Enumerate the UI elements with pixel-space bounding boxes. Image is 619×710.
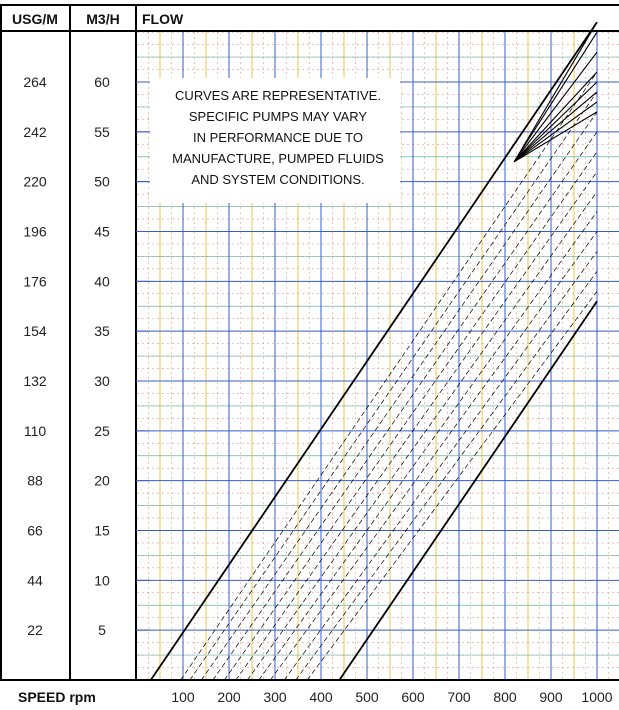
y-tick-usg: 110 (24, 423, 47, 439)
note-line-4: MANUFACTURE, PUMPED FLUIDS (172, 151, 384, 166)
series-line-3 (189, 91, 598, 681)
y-tick-usg: 264 (23, 74, 47, 90)
y-tick-usg: 22 (27, 622, 43, 638)
y-tick-m3h: 10 (94, 572, 110, 588)
note-line-2: SPECIFIC PUMPS MAY VARY (189, 109, 368, 124)
x-tick: 100 (171, 689, 195, 705)
x-tick: 800 (493, 689, 517, 705)
fan-line-7 (513, 101, 598, 163)
fan-line-6 (513, 91, 598, 163)
y-tick-m3h: 45 (94, 224, 110, 240)
y-tick-usg: 66 (27, 523, 43, 539)
y-tick-m3h: 40 (94, 273, 110, 289)
y-tick-m3h: 30 (94, 373, 110, 389)
y-tick-usg: 176 (23, 273, 47, 289)
series-line-8 (247, 191, 598, 681)
x-tick: 200 (217, 689, 241, 705)
series-line-13 (306, 291, 598, 681)
note-line-3: IN PERFORMANCE DUE TO (193, 130, 363, 145)
header-m3h: M3/H (86, 11, 119, 27)
note-box (150, 78, 400, 203)
y-tick-m3h: 20 (94, 473, 110, 489)
note-line-1: CURVES ARE REPRESENTATIVE. (175, 88, 381, 103)
x-tick: 1000 (581, 689, 612, 705)
series-line-14 (338, 300, 598, 681)
y-tick-m3h: 60 (94, 74, 110, 90)
header-usg: USG/M (12, 11, 58, 27)
y-tick-m3h: 25 (94, 423, 110, 439)
series-line-2 (180, 71, 598, 681)
series-line-10 (270, 231, 598, 681)
y-tick-usg: 220 (23, 174, 47, 190)
y-tick-usg: 44 (27, 572, 43, 588)
series-line-11 (283, 251, 598, 681)
y-tick-usg: 132 (23, 373, 47, 389)
y-tick-m3h: 55 (94, 124, 110, 140)
y-tick-usg: 242 (23, 124, 47, 140)
fan-line-1 (513, 21, 598, 163)
fan-line-4 (513, 71, 598, 163)
y-tick-m3h: 15 (94, 523, 110, 539)
series-line-1 (150, 21, 598, 681)
y-tick-m3h: 50 (94, 174, 110, 190)
x-tick: 600 (401, 689, 425, 705)
fan-line-8 (513, 111, 598, 163)
fan-line-3 (513, 51, 598, 163)
fan-line-2 (513, 31, 598, 163)
y-tick-usg: 196 (23, 224, 47, 240)
series-line-12 (295, 271, 598, 681)
x-tick: 700 (447, 689, 471, 705)
y-tick-m3h: 5 (98, 622, 106, 638)
series-line-6 (224, 151, 598, 681)
x-tick-labels: 100 200 300 400 500 600 700 800 900 1000 (171, 689, 612, 705)
y-tick-usg: 88 (27, 473, 43, 489)
y-tick-usg: 154 (23, 323, 47, 339)
x-tick: 400 (309, 689, 333, 705)
y-tick-labels: 264 60 242 55 220 50 196 45 176 40 154 35 132 30 110 25… (23, 74, 150, 638)
left-frame (0, 4, 619, 681)
x-axis-label: SPEED rpm (18, 689, 96, 705)
series-line-4 (201, 111, 598, 681)
note-line-5: AND SYSTEM CONDITIONS. (191, 172, 364, 187)
x-tick: 900 (539, 689, 563, 705)
series-lines (150, 21, 598, 681)
series-line-9 (258, 211, 598, 681)
x-tick: 500 (355, 689, 379, 705)
y-tick-m3h: 35 (94, 323, 110, 339)
x-tick: 300 (263, 689, 287, 705)
fan-line-5 (513, 81, 598, 163)
header-flow: FLOW (142, 11, 184, 27)
